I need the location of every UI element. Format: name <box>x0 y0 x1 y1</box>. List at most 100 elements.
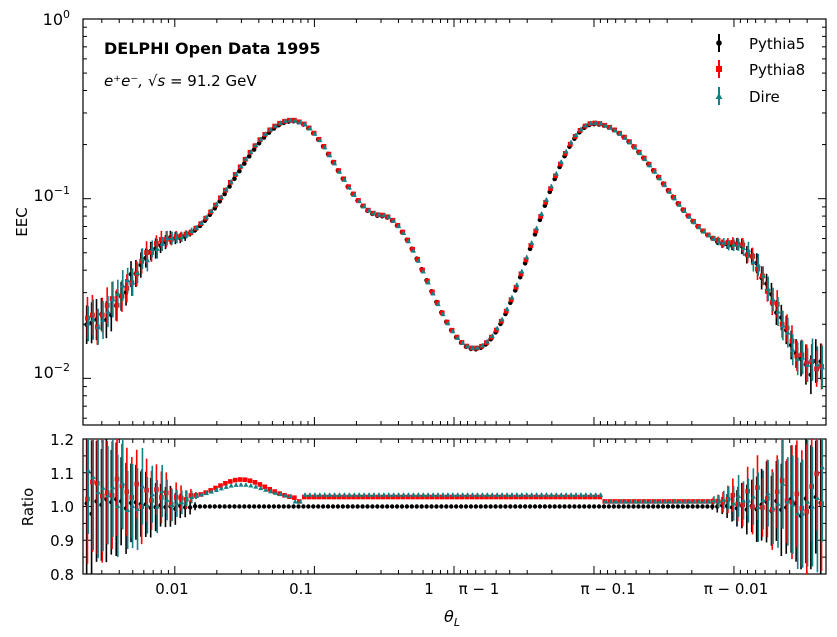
ratio-point-dire <box>440 492 446 497</box>
ratio-point-dire <box>676 498 682 504</box>
ratio-point-dire <box>159 488 165 493</box>
ratio-point-pythia8 <box>321 494 327 500</box>
ratio-point-dire <box>110 484 116 490</box>
ratio-point-pythia8 <box>533 494 539 500</box>
ratio-point-pythia5 <box>439 504 444 509</box>
ratio-point-dire <box>524 492 530 497</box>
ratio-point-dire <box>149 491 155 497</box>
eec-point-dire <box>233 171 239 176</box>
ratio-point-pythia8 <box>247 478 253 483</box>
eec-point-dire <box>588 120 594 126</box>
ratio-point-pythia5 <box>311 504 316 509</box>
eec-point-pythia8 <box>508 297 514 303</box>
ratio-tick-1.2: 1.2 <box>50 431 74 449</box>
ratio-point-dire <box>386 492 392 497</box>
ratio-point-pythia8 <box>346 494 351 500</box>
eec-point-dire <box>228 179 234 184</box>
eec-point-dire <box>706 232 712 238</box>
ratio-point-pythia5 <box>276 504 282 509</box>
ratio-point-dire <box>711 497 717 503</box>
eec-point-dire <box>568 139 574 145</box>
ratio-point-dire <box>327 492 333 497</box>
ratio-point-dire <box>302 492 308 497</box>
ratio-point-pythia5 <box>222 504 227 509</box>
ratio-point-pythia5 <box>473 504 479 509</box>
eec-point-dire <box>494 325 500 331</box>
eec-point-dire <box>179 234 185 240</box>
eec-point-dire <box>95 324 101 329</box>
eec-point-dire <box>277 120 284 125</box>
ratio-point-dire <box>218 485 224 491</box>
eec-point-dire <box>681 208 687 213</box>
eec-point-dire <box>716 238 722 244</box>
eec-point-dire <box>795 356 801 361</box>
eec-point-dire <box>800 354 806 360</box>
ratio-point-pythia8 <box>513 494 519 500</box>
eec-point-dire <box>336 169 343 174</box>
eec-point-dire <box>125 277 131 283</box>
ratio-point-dire <box>356 492 362 497</box>
ratio-point-dire <box>770 505 776 511</box>
ratio-point-dire <box>258 485 264 491</box>
eec-point-dire <box>676 202 683 207</box>
chart-subtitle: e⁺e⁻, √s = 91.2 GeV <box>104 72 257 90</box>
ratio-point-dire <box>622 498 628 504</box>
ratio-point-dire <box>282 492 288 498</box>
ratio-point-pythia8 <box>553 494 558 500</box>
ratio-point-pythia8 <box>262 484 268 490</box>
ratio-point-dire <box>248 483 254 488</box>
ratio-point-pythia8 <box>341 494 346 500</box>
ratio-point-pythia5 <box>453 504 459 509</box>
eec-point-dire <box>400 230 407 236</box>
ratio-point-pythia5 <box>522 504 528 509</box>
ratio-point-dire <box>120 480 126 486</box>
ratio-point-dire <box>637 498 643 504</box>
eec-point-dire <box>297 119 303 125</box>
ratio-point-pythia8 <box>306 494 312 500</box>
ratio-point-pythia8 <box>508 494 514 500</box>
ratio-point-pythia5 <box>621 504 626 509</box>
ratio-point-pythia5 <box>256 504 262 509</box>
ratio-point-dire <box>647 498 653 504</box>
ratio-point-pythia8 <box>405 494 410 500</box>
legend-label-pythia8: Pythia8 <box>749 61 805 79</box>
ratio-point-pythia8 <box>267 486 273 492</box>
legend-label-dire: Dire <box>749 88 780 106</box>
eec-point-dire <box>607 125 614 130</box>
ratio-point-dire <box>726 495 732 500</box>
eec-point-dire <box>785 330 791 335</box>
ratio-point-dire <box>775 501 781 506</box>
eec-point-dire <box>499 316 505 322</box>
ratio-point-dire <box>731 500 737 506</box>
ratio-point-pythia8 <box>577 494 583 500</box>
ratio-point-pythia8 <box>223 481 228 486</box>
ratio-point-pythia5 <box>227 504 232 509</box>
ratio-point-pythia5 <box>291 504 296 509</box>
ratio-point-pythia5 <box>483 504 488 509</box>
ratio-point-pythia8 <box>592 494 598 500</box>
eec-point-dire <box>819 364 825 370</box>
ratio-point-dire <box>573 492 579 497</box>
eec-point-dire <box>218 194 224 199</box>
ratio-point-dire <box>548 492 554 497</box>
ratio-point-dire <box>223 484 229 489</box>
ratio-point-dire <box>213 487 219 492</box>
ratio-point-pythia5 <box>384 504 390 509</box>
ratio-point-dire <box>814 495 820 500</box>
legend-label-pythia5: Pythia5 <box>749 35 805 53</box>
ratio-point-pythia5 <box>444 504 449 509</box>
ratio-point-pythia5 <box>414 504 419 509</box>
ratio-point-dire <box>662 498 668 504</box>
ratio-point-dire <box>514 492 520 497</box>
eec-point-pythia5 <box>251 147 257 152</box>
ratio-point-pythia5 <box>409 504 415 509</box>
ratio-point-pythia5 <box>217 504 222 509</box>
ratio-point-pythia8 <box>326 494 332 500</box>
ratio-point-pythia5 <box>710 504 715 509</box>
ratio-point-pythia5 <box>458 504 464 509</box>
eec-point-dire <box>164 235 170 241</box>
eec-point-dire <box>578 126 584 132</box>
ratio-point-pythia5 <box>370 504 375 509</box>
eec-point-dire <box>726 242 732 248</box>
eec-point-dire <box>130 279 136 285</box>
